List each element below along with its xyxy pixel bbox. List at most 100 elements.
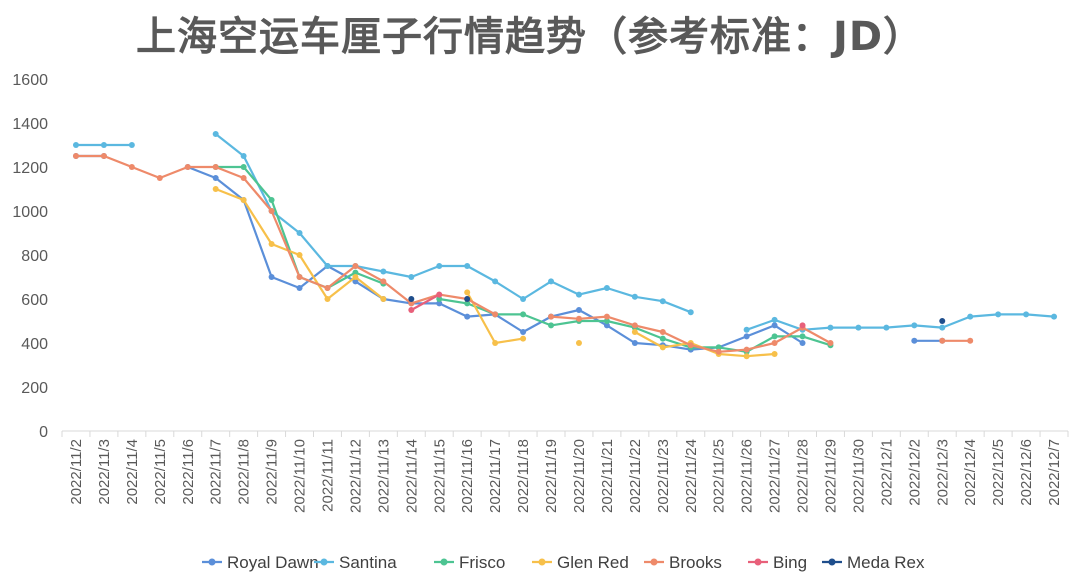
- legend: Royal Dawn Santina Frisco Glen Red Brooks Bin…: [202, 553, 925, 572]
- data-point: [380, 296, 387, 302]
- data-point: [212, 164, 219, 170]
- legend-marker: [650, 558, 658, 566]
- data-point: [548, 322, 555, 329]
- data-point: [799, 322, 806, 329]
- data-point: [408, 296, 415, 302]
- data-point: [799, 340, 806, 346]
- x-tick-label: 2022/11/24: [683, 439, 700, 513]
- data-point: [603, 313, 610, 320]
- x-tick-label: 2022/11/11: [319, 439, 336, 512]
- data-point: [743, 326, 750, 333]
- data-point: [771, 333, 778, 340]
- data-point: [603, 322, 610, 329]
- data-point: [1051, 313, 1058, 320]
- data-point: [296, 274, 303, 280]
- data-point: [548, 278, 555, 285]
- data-point: [492, 340, 499, 346]
- data-point: [380, 268, 387, 275]
- x-tick-label: 2022/11/4: [124, 439, 141, 505]
- data-point: [240, 153, 247, 159]
- data-point: [575, 340, 582, 346]
- data-point: [939, 324, 946, 331]
- data-point: [659, 344, 666, 351]
- legend-label: Meda Rex: [847, 553, 925, 572]
- data-point: [268, 208, 275, 214]
- data-point: [743, 346, 750, 353]
- legend-item: Santina: [314, 553, 397, 572]
- x-tick-label: 2022/11/22: [627, 439, 644, 513]
- legend-item: Frisco: [434, 553, 505, 572]
- legend-label: Royal Dawn: [227, 553, 319, 572]
- x-tick-label: 2022/11/12: [347, 439, 364, 513]
- legend-label: Glen Red: [557, 553, 629, 572]
- data-point: [212, 131, 219, 137]
- data-point: [352, 263, 359, 269]
- legend-marker: [320, 558, 328, 566]
- data-point: [464, 289, 471, 296]
- data-point: [464, 263, 471, 269]
- data-point: [603, 285, 610, 291]
- x-tick-label: 2022/11/7: [208, 439, 225, 505]
- data-point: [436, 263, 443, 269]
- x-tick-label: 2022/11/5: [152, 439, 169, 505]
- series-line: [75, 154, 496, 316]
- legend-marker: [754, 558, 762, 566]
- data-point: [352, 274, 359, 280]
- x-tick-label: 2022/11/17: [487, 439, 504, 513]
- y-tick-label: 1600: [12, 72, 48, 89]
- x-tick-label: 2022/11/30: [850, 439, 867, 513]
- y-tick-label: 1200: [12, 160, 48, 177]
- data-point: [631, 322, 638, 329]
- data-point: [1023, 311, 1030, 318]
- x-tick-label: 2022/11/8: [236, 439, 253, 505]
- data-point: [184, 164, 191, 170]
- x-tick-label: 2022/12/2: [906, 439, 923, 506]
- x-tick-label: 2022/11/18: [515, 439, 532, 513]
- data-point: [436, 300, 443, 307]
- legend-item: Bing: [748, 553, 807, 572]
- legend-item: Glen Red: [532, 553, 629, 572]
- x-tick-label: 2022/12/3: [934, 439, 951, 506]
- x-tick-label: 2022/11/2: [68, 439, 85, 505]
- y-tick-label: 400: [21, 336, 48, 353]
- data-point: [575, 307, 582, 313]
- series-line: [410, 293, 440, 311]
- data-point: [520, 329, 527, 335]
- series-meda-rex: [408, 296, 946, 324]
- x-tick-label: 2022/12/4: [962, 439, 979, 506]
- data-point: [715, 348, 722, 355]
- data-point: [771, 316, 778, 323]
- data-point: [631, 293, 638, 300]
- data-point: [240, 175, 247, 181]
- x-tick-label: 2022/12/7: [1046, 439, 1063, 506]
- x-tick-label: 2022/11/15: [431, 439, 448, 513]
- data-point: [296, 285, 303, 291]
- x-tick-label: 2022/11/13: [375, 439, 392, 513]
- y-tick-label: 1000: [12, 204, 48, 221]
- data-point: [520, 296, 527, 302]
- data-point: [967, 337, 974, 344]
- data-point: [995, 311, 1002, 318]
- data-point: [464, 300, 471, 307]
- legend-marker: [440, 558, 448, 566]
- series-line: [215, 133, 692, 314]
- data-point: [380, 278, 387, 285]
- data-point: [687, 309, 694, 316]
- data-point: [743, 333, 750, 340]
- data-point: [520, 335, 527, 342]
- legend-label: Santina: [339, 553, 397, 572]
- data-point: [100, 142, 107, 148]
- y-tick-label: 0: [39, 424, 48, 441]
- series-lines: [72, 131, 1058, 360]
- data-point: [72, 142, 79, 148]
- data-point: [324, 285, 331, 291]
- data-point: [464, 296, 471, 302]
- data-point: [799, 333, 806, 340]
- data-point: [128, 142, 135, 148]
- x-tick-label: 2022/11/23: [655, 439, 672, 513]
- x-tick-label: 2022/12/1: [878, 439, 895, 506]
- data-point: [603, 318, 610, 324]
- data-point: [436, 291, 443, 298]
- series-line: [746, 313, 1055, 331]
